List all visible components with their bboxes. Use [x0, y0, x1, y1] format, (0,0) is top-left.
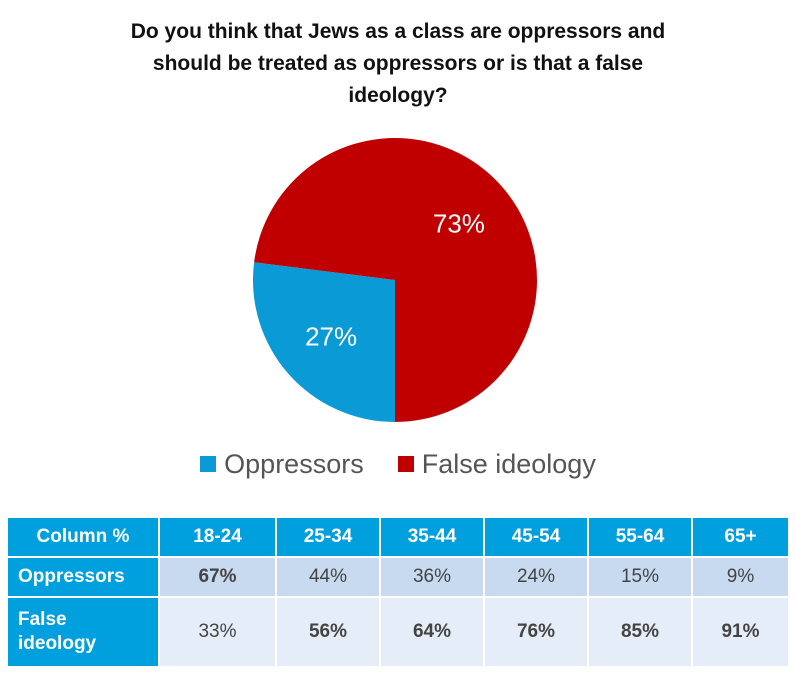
table-cell: 56%: [277, 598, 379, 666]
table-cell: 85%: [589, 598, 691, 666]
legend-swatch-oppressors: [200, 456, 217, 472]
chart-legend: Oppressors False ideology: [0, 447, 796, 481]
chart-title-line-2: should be treated as oppressors or is th…: [152, 52, 644, 75]
table-cell: 33%: [160, 598, 275, 666]
table-header-cell: 65+: [693, 518, 788, 556]
pie-label-oppressors: 27%: [305, 321, 357, 351]
legend-swatch-false-ideology: [397, 456, 414, 472]
row-label-oppressors: Oppressors: [8, 558, 158, 596]
chart-title: Do you think that Jews as a class are op…: [40, 16, 756, 112]
legend-item-false-ideology: False ideology: [397, 448, 596, 480]
table-cell: 36%: [381, 558, 483, 596]
table-header-cell: Column %: [8, 518, 158, 556]
table-cell: 91%: [693, 598, 788, 666]
table-row: Oppressors 67% 44% 36% 24% 15% 9%: [8, 558, 788, 596]
age-breakdown-table: Column % 18-24 25-34 35-44 45-54 55-64 6…: [6, 516, 790, 668]
chart-title-line-1: Do you think that Jews as a class are op…: [130, 20, 666, 43]
table-cell: 9%: [693, 558, 788, 596]
pie-slice-oppressors: [252, 262, 395, 422]
row-label-line: False: [18, 609, 67, 630]
table-header-cell: 18-24: [160, 518, 275, 556]
table-header-cell: 45-54: [485, 518, 587, 556]
table-header-cell: 55-64: [589, 518, 691, 556]
table-cell: 15%: [589, 558, 691, 596]
table-header-row: Column % 18-24 25-34 35-44 45-54 55-64 6…: [8, 518, 788, 556]
legend-item-oppressors: Oppressors: [200, 449, 364, 480]
table-cell: 64%: [381, 598, 483, 666]
legend-label-oppressors: Oppressors: [224, 448, 364, 479]
row-label-false-ideology: False ideology: [8, 598, 158, 666]
legend-label-false-ideology: False ideology: [421, 448, 596, 479]
row-label-line: ideology: [18, 633, 97, 654]
table-cell: 44%: [277, 558, 379, 596]
pie-label-false-ideology: 73%: [433, 209, 485, 239]
pie-slice-false-ideology: [254, 137, 538, 423]
table-cell: 24%: [485, 558, 587, 596]
table-header-cell: 25-34: [277, 518, 379, 556]
table-cell: 76%: [485, 598, 587, 666]
table-cell: 67%: [160, 558, 275, 596]
pie-chart: 27% 73%: [252, 137, 538, 423]
chart-title-line-3: ideology?: [348, 84, 448, 107]
table-row: False ideology 33% 56% 64% 76% 85% 91%: [8, 598, 788, 666]
table-header-cell: 35-44: [381, 518, 483, 556]
